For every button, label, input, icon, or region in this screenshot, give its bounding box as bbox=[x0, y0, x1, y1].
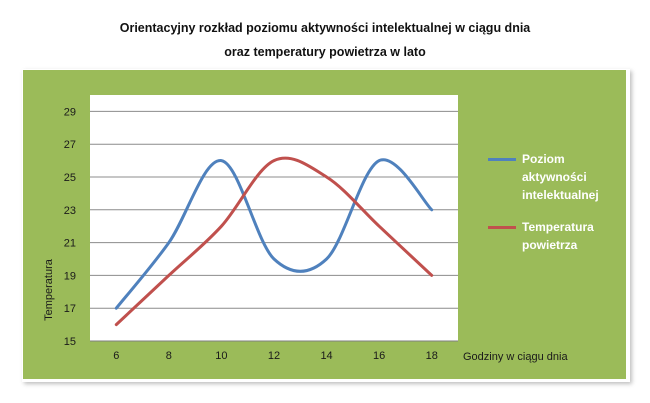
x-axis-ticks: 6 8 10 12 14 16 18 bbox=[113, 350, 438, 362]
legend-swatch-temperature bbox=[488, 226, 516, 229]
legend-item-activity: Poziom aktywności intelektualnej bbox=[488, 150, 638, 204]
y-tick-label: 15 bbox=[64, 336, 76, 348]
y-axis-ticks: 15 17 19 21 23 25 27 29 bbox=[64, 106, 76, 348]
series-lines bbox=[114, 156, 434, 327]
chart-title-line2: oraz temperatury powietrza w lato bbox=[224, 45, 426, 59]
legend-label-activity-line1: Poziom bbox=[522, 152, 565, 166]
x-tick-label: 16 bbox=[373, 350, 385, 362]
series-line-0 bbox=[114, 158, 434, 310]
x-tick-label: 6 bbox=[113, 350, 119, 362]
x-tick-label: 14 bbox=[320, 350, 332, 362]
x-tick-label: 18 bbox=[426, 350, 438, 362]
y-tick-label: 29 bbox=[64, 106, 76, 118]
y-tick-label: 23 bbox=[64, 205, 76, 217]
x-tick-label: 12 bbox=[268, 350, 280, 362]
y-tick-label: 17 bbox=[64, 303, 76, 315]
y-tick-label: 25 bbox=[64, 172, 76, 184]
plot-area bbox=[90, 95, 458, 341]
y-tick-label: 21 bbox=[64, 238, 76, 250]
legend-label-temperature-line1: Temperatura bbox=[522, 220, 594, 234]
y-tick-label: 19 bbox=[64, 270, 76, 282]
chart-legend: Poziom aktywności intelektualnej Tempera… bbox=[488, 150, 638, 268]
gridlines bbox=[90, 110, 458, 342]
x-tick-label: 8 bbox=[166, 350, 172, 362]
legend-label-temperature-line2: powietrza bbox=[522, 238, 578, 252]
chart-title-line1: Orientacyjny rozkład poziomu aktywności … bbox=[119, 21, 531, 35]
y-tick-label: 27 bbox=[64, 139, 76, 151]
y-axis-label: Temperatura bbox=[43, 258, 55, 321]
legend-item-temperature: Temperatura powietrza bbox=[488, 218, 638, 254]
legend-swatch-activity bbox=[488, 158, 516, 161]
x-axis-label: Godziny w ciągu dnia bbox=[463, 351, 568, 363]
x-tick-label: 10 bbox=[215, 350, 227, 362]
legend-label-activity-line2: aktywności bbox=[522, 170, 587, 184]
legend-label-activity-line3: intelektualnej bbox=[522, 188, 599, 202]
series-line-1 bbox=[114, 156, 434, 327]
